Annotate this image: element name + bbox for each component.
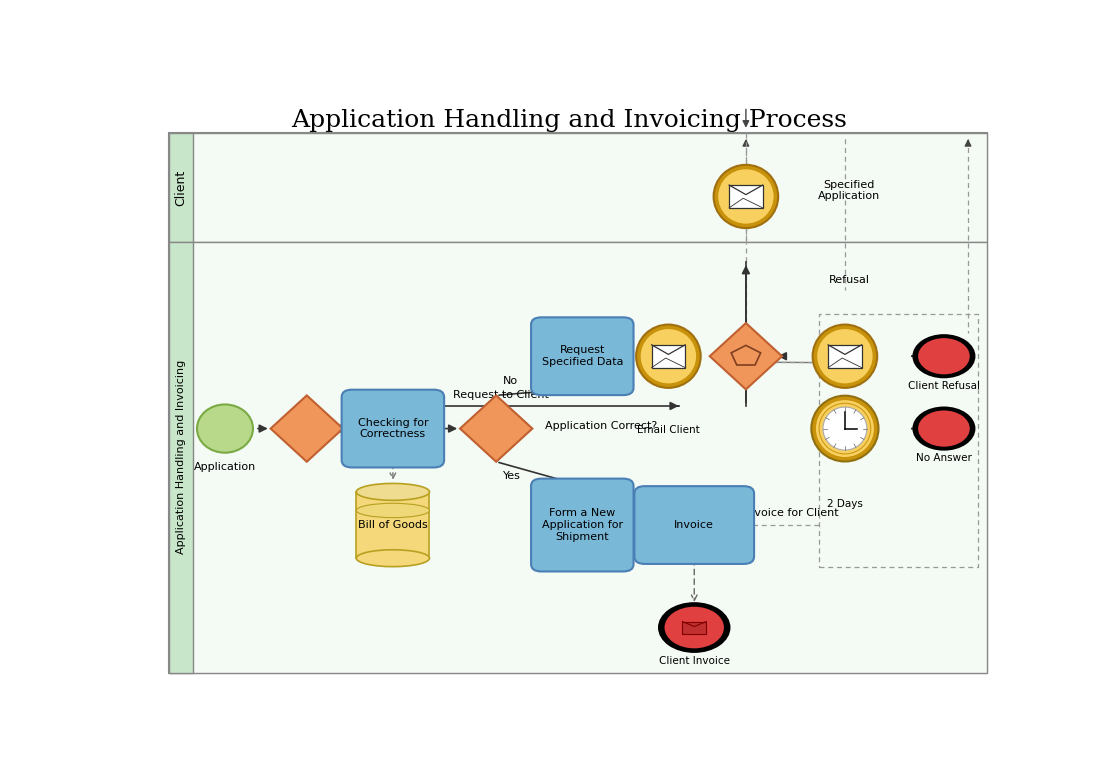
Bar (169, 133, 193, 242)
Ellipse shape (197, 405, 253, 453)
FancyBboxPatch shape (828, 345, 862, 368)
Text: Client Refusal: Client Refusal (908, 381, 980, 391)
Text: No: No (503, 377, 518, 386)
Circle shape (918, 410, 970, 446)
Ellipse shape (718, 168, 774, 224)
Text: Application Handling and Invoicing Process: Application Handling and Invoicing Proce… (291, 109, 848, 132)
Polygon shape (710, 323, 782, 389)
Text: 2 Days: 2 Days (827, 500, 863, 510)
FancyBboxPatch shape (342, 390, 444, 467)
Text: Checking for
Correctness: Checking for Correctness (358, 418, 428, 439)
Circle shape (912, 406, 975, 451)
Circle shape (912, 334, 975, 378)
Text: Client: Client (174, 169, 188, 205)
Ellipse shape (357, 503, 430, 518)
Ellipse shape (357, 550, 430, 567)
Text: Email Client: Email Client (637, 424, 700, 435)
Ellipse shape (713, 164, 778, 228)
Text: Request
Specified Data: Request Specified Data (541, 345, 623, 367)
Circle shape (918, 338, 970, 374)
Bar (682, 622, 707, 633)
Text: Bill of Goods: Bill of Goods (358, 520, 428, 530)
Text: Form a New
Application for
Shipment: Form a New Application for Shipment (542, 508, 623, 542)
Ellipse shape (819, 403, 871, 454)
FancyBboxPatch shape (531, 317, 633, 395)
Bar (169, 133, 987, 242)
FancyBboxPatch shape (531, 478, 633, 572)
Text: Invoice: Invoice (674, 520, 714, 530)
Text: No Answer: No Answer (915, 453, 972, 463)
FancyBboxPatch shape (634, 486, 754, 564)
Bar (169, 242, 193, 673)
Bar (169, 133, 987, 673)
FancyBboxPatch shape (652, 345, 685, 368)
Circle shape (658, 602, 730, 653)
Ellipse shape (640, 328, 697, 384)
Ellipse shape (823, 407, 867, 450)
Text: Client Invoice: Client Invoice (659, 655, 730, 666)
Ellipse shape (817, 328, 873, 384)
Ellipse shape (357, 483, 430, 500)
Text: Invoice for Client: Invoice for Client (743, 508, 839, 518)
Text: Application Handling and Invoicing: Application Handling and Invoicing (176, 360, 186, 554)
Text: Request to Client: Request to Client (453, 390, 549, 400)
Polygon shape (271, 395, 343, 462)
Ellipse shape (812, 325, 878, 388)
Ellipse shape (811, 395, 879, 461)
FancyBboxPatch shape (729, 185, 762, 207)
Text: Application: Application (193, 462, 257, 471)
Text: Refusal: Refusal (829, 276, 870, 285)
Text: Application Correct?: Application Correct? (546, 420, 658, 431)
Ellipse shape (637, 325, 701, 388)
Polygon shape (460, 395, 532, 462)
Bar (357, 492, 430, 558)
Ellipse shape (815, 399, 874, 458)
Text: Specified
Application: Specified Application (818, 179, 881, 201)
Circle shape (664, 607, 724, 648)
Bar (169, 242, 987, 673)
Text: Yes: Yes (503, 471, 521, 481)
